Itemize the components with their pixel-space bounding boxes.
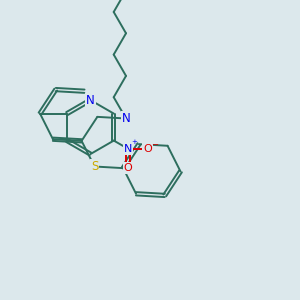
Text: +: + [132, 139, 138, 145]
Text: O: O [124, 163, 133, 173]
Text: S: S [91, 160, 98, 173]
Text: N: N [122, 112, 130, 125]
Text: N: N [124, 144, 132, 154]
Text: O: O [143, 144, 152, 154]
Text: N: N [86, 94, 95, 106]
Text: −: − [151, 140, 158, 149]
